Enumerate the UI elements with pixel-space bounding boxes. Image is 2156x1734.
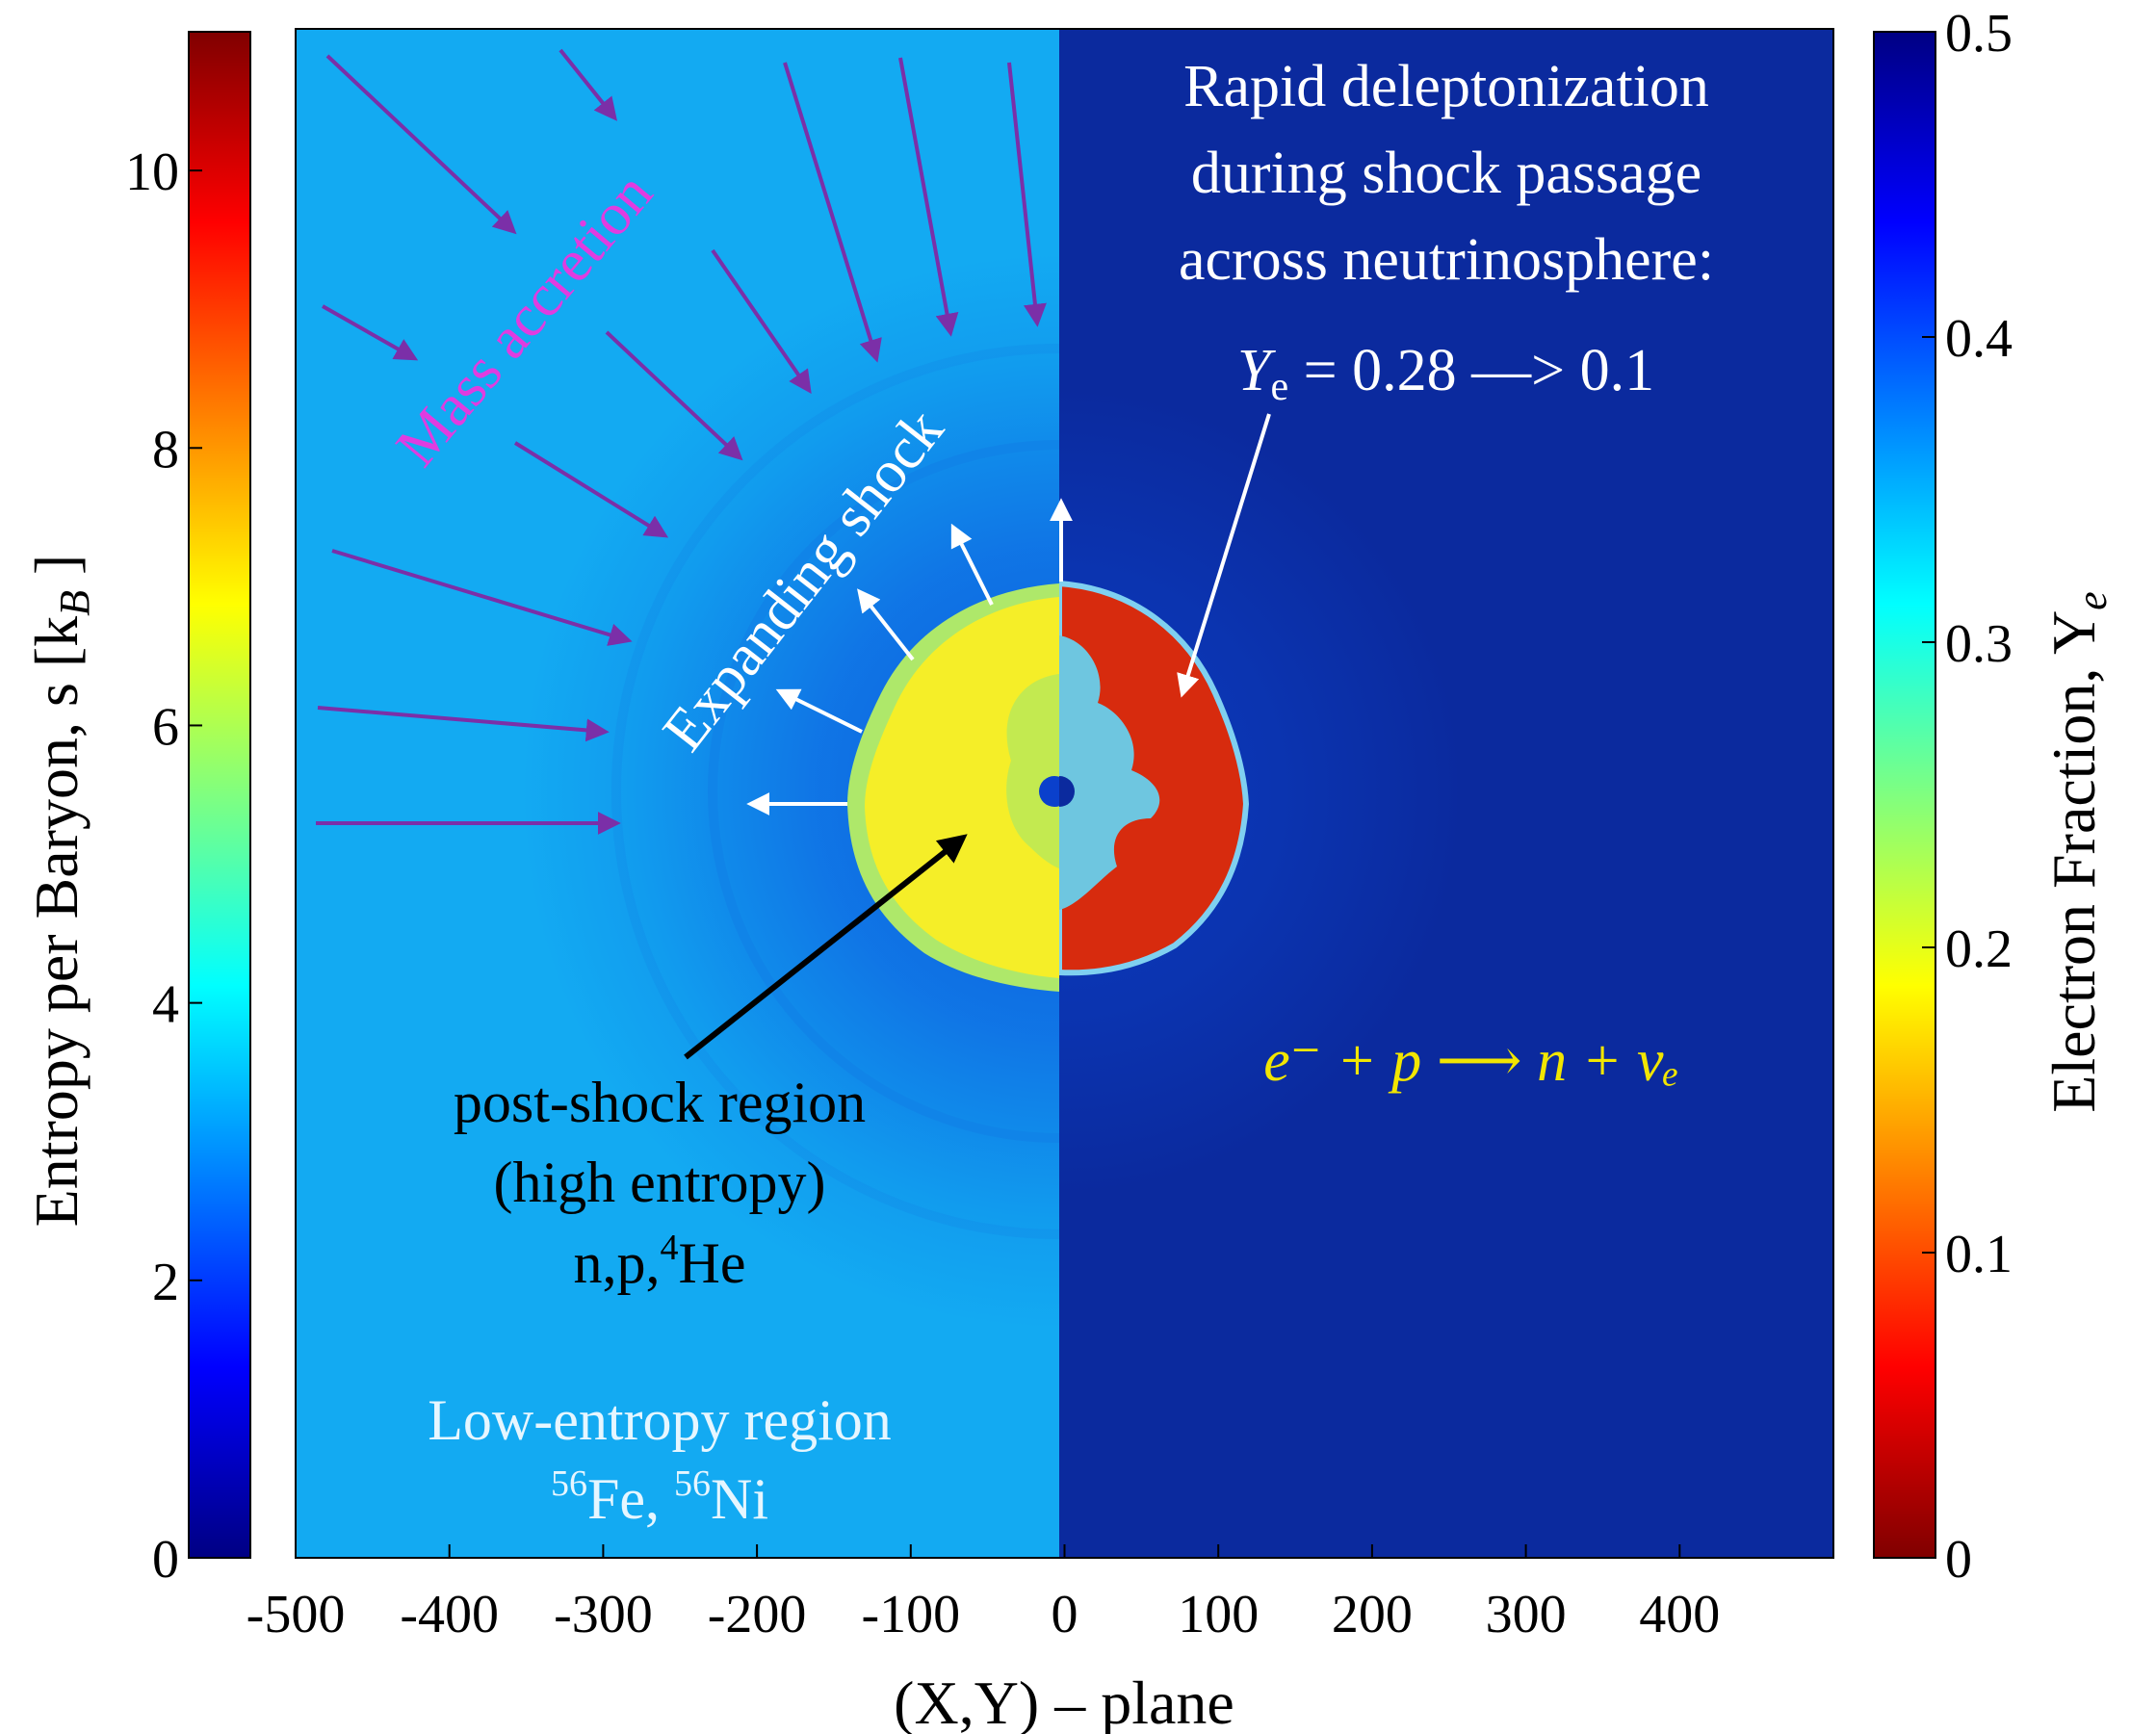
right-tick-label: 0.4 (1945, 309, 2013, 369)
accretion-arrow (558, 48, 617, 121)
ye-pointer-arrow (1177, 413, 1271, 698)
left-tick-label: 0 (152, 1530, 179, 1590)
x-tick-label: -400 (400, 1585, 499, 1644)
right-colorbar-label: Electron Fraction, Ye (2039, 591, 2116, 1112)
x-tick-label: -500 (247, 1585, 346, 1644)
x-tick-label: -200 (708, 1585, 807, 1644)
left-tick-label: 2 (152, 1253, 179, 1312)
right-tick-label: 0.3 (1945, 614, 2013, 674)
accretion-arrow (605, 330, 743, 461)
shock-arrow (775, 688, 863, 734)
accretion-arrow (322, 304, 419, 361)
accretion-arrow (325, 54, 517, 235)
accretion-arrow (711, 248, 812, 394)
x-tick-label: 0 (1052, 1585, 1078, 1644)
x-tick-label: 200 (1332, 1585, 1413, 1644)
right-tick-label: 0.5 (1945, 4, 2013, 64)
accretion-arrow (1007, 62, 1047, 327)
left-tick-label: 6 (152, 697, 179, 757)
right-colorbar-ticks: 0 0.1 0.2 0.3 0.4 0.5 (1922, 4, 2013, 1590)
x-tick-label: 400 (1639, 1585, 1720, 1644)
right-tick-label: 0.1 (1945, 1225, 2013, 1284)
post-shock-pointer-arrow (684, 834, 968, 1060)
left-colorbar (188, 31, 251, 1559)
accretion-arrow (783, 62, 882, 363)
left-tick-label: 10 (125, 142, 179, 202)
x-tick-label: -300 (554, 1585, 653, 1644)
shock-arrow (857, 588, 915, 661)
accretion-arrow (331, 549, 633, 646)
heatmap-right-half (1059, 29, 1833, 1558)
post-shock-label-1: post-shock region (454, 1071, 866, 1134)
x-axis-ticks: -500 -400 -300 -200 -100 0 100 200 300 400 (247, 1544, 1720, 1644)
reaction-equation: e⁻ + p ⟶ n + νₑ (1263, 1028, 1679, 1094)
deleptonization-label-3: across neutrinosphere: (1179, 227, 1714, 293)
accretion-arrows (316, 48, 1047, 835)
right-tick-label: 0.2 (1945, 919, 2013, 979)
accretion-arrow (898, 57, 959, 337)
accretion-arrow (317, 706, 610, 742)
low-entropy-label-1: Low-entropy region (428, 1388, 892, 1452)
left-tick-label: 8 (152, 420, 179, 479)
ye-change-label: Ye = 0.28 —> 0.1 (1237, 338, 1654, 409)
x-axis-label: (X,Y) – plane (894, 1669, 1234, 1734)
deleptonization-label-1: Rapid deleptonization (1183, 54, 1709, 119)
low-entropy-label-2: 56Fe, 56Ni (551, 1463, 768, 1531)
left-colorbar-ticks: 0 2 4 6 8 10 (125, 142, 202, 1590)
heatmap-left-half (296, 29, 1059, 1558)
x-tick-label: -100 (861, 1585, 960, 1644)
post-shock-label-2: (high entropy) (494, 1151, 826, 1214)
x-tick-label: 300 (1486, 1585, 1567, 1644)
right-tick-label: 0 (1945, 1530, 1972, 1590)
accretion-arrow (513, 441, 669, 538)
shock-arrows (746, 413, 1271, 815)
deleptonization-label-2: during shock passage (1191, 141, 1701, 206)
x-tick-label: 100 (1178, 1585, 1259, 1644)
shock-arrow (950, 523, 994, 606)
right-colorbar (1873, 31, 1936, 1559)
left-colorbar-label: Entropy per Baryon, s [kB ] (22, 555, 98, 1228)
post-shock-label-3: n,p,4He (574, 1228, 746, 1295)
left-tick-label: 4 (152, 975, 179, 1035)
